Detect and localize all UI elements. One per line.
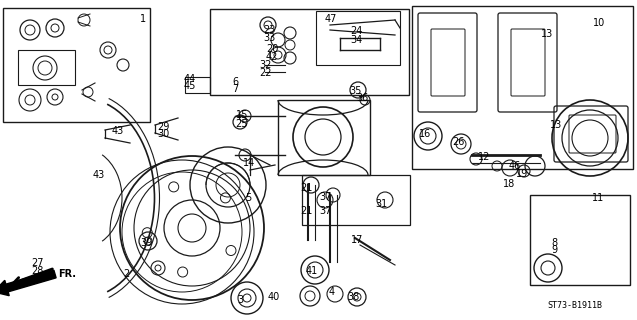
Text: FR.: FR. xyxy=(58,269,76,279)
Text: 26: 26 xyxy=(452,137,464,147)
Text: 37: 37 xyxy=(318,192,331,202)
Text: 39: 39 xyxy=(140,238,152,248)
Text: 36: 36 xyxy=(356,93,368,103)
Text: 21: 21 xyxy=(300,183,312,193)
Bar xyxy=(185,77,210,93)
Text: 35: 35 xyxy=(349,86,361,96)
Text: 13: 13 xyxy=(541,29,553,39)
Bar xyxy=(18,50,75,85)
Bar xyxy=(278,100,370,175)
Text: 27: 27 xyxy=(31,258,43,268)
Text: 21: 21 xyxy=(300,206,312,216)
Text: 2: 2 xyxy=(123,269,129,279)
Text: 33: 33 xyxy=(263,33,275,43)
Text: 40: 40 xyxy=(268,292,280,302)
Text: 43: 43 xyxy=(93,170,105,180)
FancyArrow shape xyxy=(0,270,56,296)
Text: 38: 38 xyxy=(347,292,359,302)
Text: 11: 11 xyxy=(592,193,604,203)
Text: 13: 13 xyxy=(550,120,562,130)
Text: 22: 22 xyxy=(260,68,272,78)
Text: 19: 19 xyxy=(516,169,528,179)
Text: 8: 8 xyxy=(551,238,557,248)
Text: 28: 28 xyxy=(31,266,43,276)
Text: 23: 23 xyxy=(263,25,275,35)
Bar xyxy=(302,175,410,225)
Text: 46: 46 xyxy=(509,161,521,171)
Text: 32: 32 xyxy=(260,60,272,70)
Text: 42: 42 xyxy=(266,52,278,62)
Text: 10: 10 xyxy=(593,18,605,28)
Text: 41: 41 xyxy=(306,266,318,276)
Text: 45: 45 xyxy=(184,81,196,91)
Text: 18: 18 xyxy=(503,179,515,189)
Text: 4: 4 xyxy=(329,287,335,297)
Text: 20: 20 xyxy=(266,44,278,54)
Text: 1: 1 xyxy=(140,14,146,24)
Text: 25: 25 xyxy=(236,119,248,129)
Text: 29: 29 xyxy=(157,122,169,132)
Text: 12: 12 xyxy=(478,152,490,162)
Bar xyxy=(412,6,633,169)
Text: 14: 14 xyxy=(243,158,255,168)
Text: 5: 5 xyxy=(245,193,251,203)
Text: 15: 15 xyxy=(236,110,248,120)
Text: 17: 17 xyxy=(351,235,363,245)
Bar xyxy=(316,11,400,65)
Text: 30: 30 xyxy=(157,129,169,139)
Text: 43: 43 xyxy=(112,126,124,136)
Text: 9: 9 xyxy=(551,245,557,255)
Text: 3: 3 xyxy=(237,295,243,305)
Text: 31: 31 xyxy=(375,199,387,209)
Bar xyxy=(210,9,409,95)
Text: 6: 6 xyxy=(232,77,238,87)
Text: 44: 44 xyxy=(184,74,196,84)
Bar xyxy=(3,8,150,122)
Text: 37: 37 xyxy=(318,206,331,216)
Text: 24: 24 xyxy=(350,26,362,36)
Text: 34: 34 xyxy=(350,35,362,45)
Bar xyxy=(530,195,630,285)
Text: 16: 16 xyxy=(419,129,431,139)
Text: 47: 47 xyxy=(325,14,337,24)
Text: 7: 7 xyxy=(232,84,238,94)
Text: ST73-B1911B: ST73-B1911B xyxy=(547,300,603,309)
